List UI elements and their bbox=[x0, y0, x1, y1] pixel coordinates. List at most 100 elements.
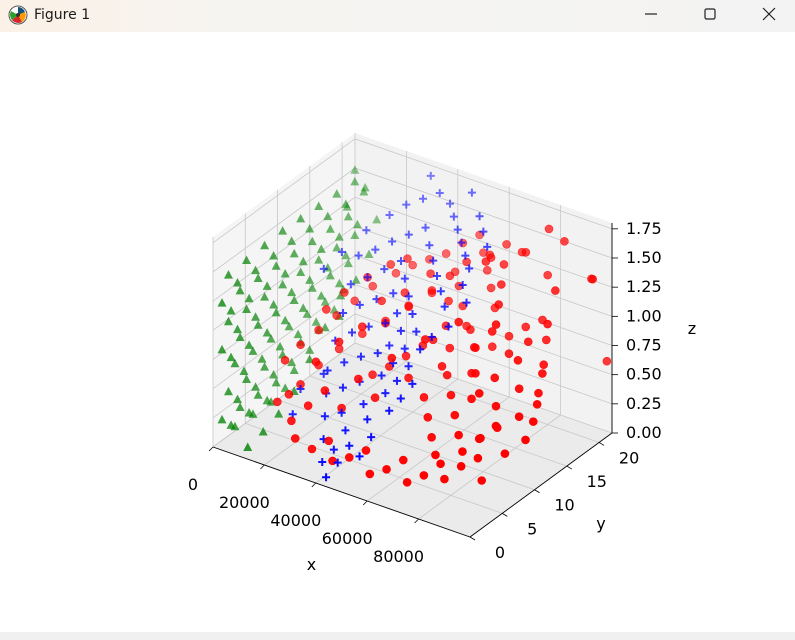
data-point-triangle bbox=[223, 316, 233, 326]
data-point-triangle bbox=[314, 201, 324, 211]
data-point-circle bbox=[408, 260, 417, 270]
matplotlib-icon bbox=[8, 5, 28, 25]
z-tick-label: 0.00 bbox=[626, 423, 662, 442]
data-point-triangle bbox=[233, 394, 243, 404]
x-tick-label: 40000 bbox=[270, 511, 321, 530]
data-point-circle bbox=[482, 265, 492, 275]
data-point-triangle bbox=[251, 312, 261, 321]
data-point-triangle bbox=[293, 329, 303, 339]
data-point-circle bbox=[322, 305, 331, 314]
data-point-triangle bbox=[350, 176, 360, 186]
data-point-circle bbox=[477, 476, 487, 485]
data-point-plus bbox=[354, 251, 363, 260]
data-point-circle bbox=[539, 360, 548, 369]
data-point-circle bbox=[344, 453, 354, 462]
z-tick-label: 1.00 bbox=[626, 306, 662, 325]
z-gridline bbox=[212, 313, 613, 419]
maximize-button[interactable] bbox=[681, 0, 739, 32]
data-point-circle bbox=[504, 331, 514, 341]
data-point-triangle bbox=[226, 420, 236, 429]
data-point-plus bbox=[444, 322, 453, 331]
data-point-circle bbox=[514, 384, 524, 394]
close-button[interactable] bbox=[740, 0, 795, 32]
data-point-plus bbox=[381, 319, 390, 328]
y-axis-line bbox=[469, 432, 613, 538]
data-point-triangle bbox=[248, 346, 258, 355]
data-point-triangle bbox=[341, 199, 351, 208]
y-axis-label: y bbox=[596, 514, 605, 533]
y-tick-mark bbox=[469, 536, 476, 541]
data-point-triangle bbox=[298, 303, 308, 312]
data-point-plus bbox=[363, 415, 372, 424]
z-tick-label: 0.75 bbox=[626, 336, 662, 355]
data-point-triangle bbox=[226, 306, 236, 315]
data-point-circle bbox=[491, 401, 501, 411]
data-point-triangle bbox=[251, 382, 261, 391]
data-point-circle bbox=[497, 280, 506, 289]
data-point-circle bbox=[296, 340, 305, 350]
floor-pane bbox=[213, 343, 612, 537]
data-point-triangle bbox=[280, 383, 290, 392]
data-point-circle bbox=[314, 325, 323, 335]
data-point-plus bbox=[323, 366, 332, 375]
data-point-plus bbox=[402, 200, 411, 209]
x-tick-label: 80000 bbox=[373, 547, 424, 566]
data-point-triangle bbox=[242, 374, 252, 383]
data-point-circle bbox=[368, 370, 377, 379]
data-point-triangle bbox=[284, 321, 294, 331]
data-point-circle bbox=[499, 260, 509, 269]
data-point-circle bbox=[471, 369, 480, 378]
data-point-plus bbox=[367, 433, 376, 442]
x-tick-mark bbox=[414, 518, 419, 524]
data-point-plus bbox=[433, 271, 442, 280]
data-point-circle bbox=[442, 370, 452, 380]
data-point-circle bbox=[350, 296, 360, 306]
title-bar[interactable]: Figure 1 bbox=[0, 0, 795, 32]
data-point-triangle bbox=[251, 265, 261, 275]
data-point-circle bbox=[280, 355, 290, 365]
data-point-triangle bbox=[320, 297, 330, 306]
data-point-triangle bbox=[230, 358, 240, 368]
z-gridline bbox=[212, 196, 613, 302]
data-point-circle bbox=[334, 337, 344, 347]
data-point-triangle bbox=[244, 293, 254, 303]
data-point-plus bbox=[475, 212, 484, 221]
data-point-plus bbox=[416, 345, 425, 354]
data-point-plus bbox=[408, 310, 417, 318]
data-point-plus bbox=[377, 371, 386, 380]
data-point-circle bbox=[284, 389, 294, 399]
data-point-circle bbox=[521, 322, 531, 332]
data-point-plus bbox=[396, 394, 405, 403]
z-tick-label: 1.75 bbox=[626, 219, 662, 238]
data-point-plus bbox=[339, 308, 348, 317]
minimize-icon bbox=[645, 13, 657, 15]
z-tick-label: 0.50 bbox=[626, 365, 662, 384]
data-point-plus bbox=[318, 457, 327, 466]
data-point-triangle bbox=[269, 299, 279, 309]
data-point-triangle bbox=[305, 224, 315, 233]
data-point-circle bbox=[320, 386, 330, 395]
data-point-triangle bbox=[305, 275, 315, 284]
data-point-triangle bbox=[323, 211, 333, 221]
data-point-circle bbox=[454, 317, 464, 327]
y-tick-label: 10 bbox=[554, 496, 574, 515]
data-point-circle bbox=[402, 478, 412, 487]
data-point-triangle bbox=[320, 322, 330, 332]
data-point-plus bbox=[462, 298, 471, 307]
data-point-triangle bbox=[257, 354, 267, 363]
minimize-button[interactable] bbox=[622, 0, 680, 32]
data-point-plus bbox=[426, 171, 435, 180]
data-point-plus bbox=[436, 287, 445, 296]
data-point-plus bbox=[465, 264, 474, 273]
data-point-triangle bbox=[305, 345, 315, 354]
data-point-triangle bbox=[343, 211, 353, 221]
data-point-triangle bbox=[269, 250, 279, 260]
x-tick-label: 0 bbox=[188, 475, 198, 494]
data-point-triangle bbox=[217, 344, 227, 354]
data-point-circle bbox=[401, 351, 411, 361]
data-point-triangle bbox=[307, 283, 317, 292]
data-point-triangle bbox=[235, 332, 245, 342]
data-point-triangle bbox=[262, 328, 272, 337]
